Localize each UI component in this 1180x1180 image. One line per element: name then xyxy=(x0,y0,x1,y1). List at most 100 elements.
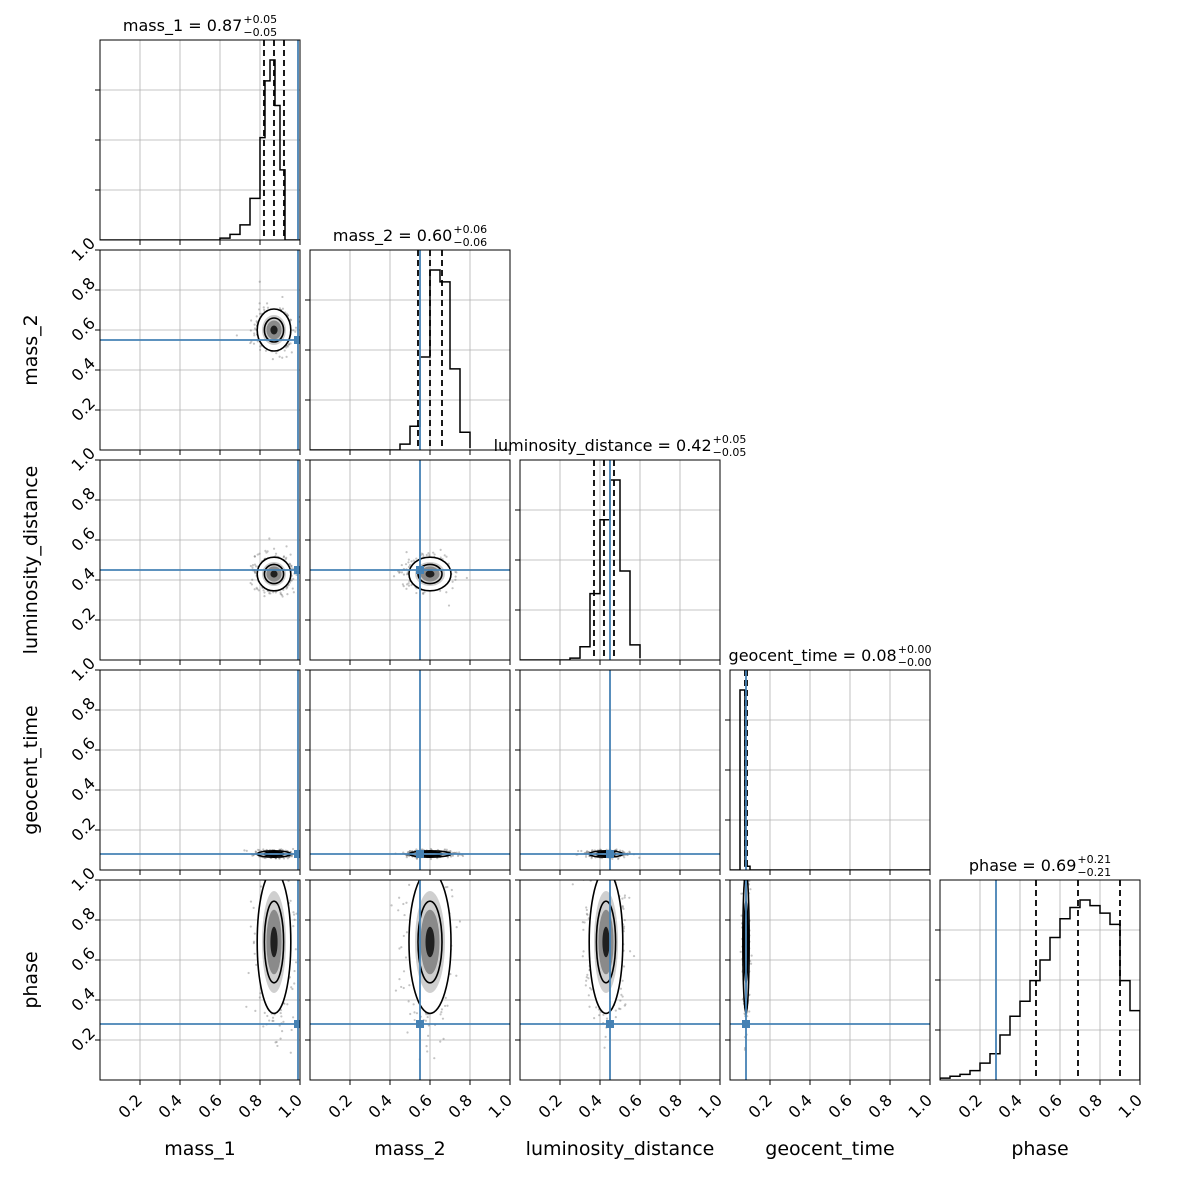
sample-point xyxy=(257,589,260,592)
contour-outer xyxy=(408,556,452,592)
sample-point xyxy=(275,352,278,355)
sample-point xyxy=(439,589,442,592)
sample-point xyxy=(256,587,259,591)
sample-point xyxy=(603,1046,606,1049)
y-tick-label: 0.2 xyxy=(68,604,99,635)
sample-point xyxy=(744,877,746,879)
sample-point xyxy=(282,588,285,591)
sample-point xyxy=(254,565,258,568)
sample-point xyxy=(581,955,584,958)
joint-panel-mass_2-vs-luminosity_distance xyxy=(305,459,511,665)
x-tick-label: 0.8 xyxy=(445,1091,476,1122)
x-tick-label: 0.4 xyxy=(785,1091,816,1122)
sample-point xyxy=(588,1005,591,1008)
sample-point xyxy=(621,849,624,853)
sample-point xyxy=(415,591,418,595)
sample-point xyxy=(410,583,413,587)
y-tick-label: 0.6 xyxy=(68,314,99,345)
sample-point xyxy=(451,854,454,857)
sample-point xyxy=(598,1014,601,1017)
sample-point xyxy=(251,564,255,567)
sample-point xyxy=(264,349,268,352)
sample-point xyxy=(614,1009,617,1012)
contour-outer xyxy=(256,308,292,352)
joint-panel-mass_2-vs-phase xyxy=(305,877,511,1085)
y-tick-label: 0.4 xyxy=(68,564,99,595)
sample-point xyxy=(431,877,433,879)
sample-point xyxy=(619,987,623,990)
sample-point xyxy=(272,591,275,594)
sample-point xyxy=(744,874,746,876)
sample-point xyxy=(252,906,255,909)
sample-point xyxy=(287,343,291,346)
title-minus: −0.06 xyxy=(453,236,487,249)
sample-point xyxy=(253,952,256,955)
title-plus: +0.21 xyxy=(1077,853,1111,866)
title-plus: +0.06 xyxy=(453,223,487,236)
sample-point xyxy=(289,342,292,345)
sample-point xyxy=(584,855,588,858)
sample-point xyxy=(424,1019,427,1022)
sample-point xyxy=(409,1012,412,1016)
title-main: phase = 0.69 xyxy=(969,856,1076,875)
sample-point xyxy=(290,579,293,582)
contour-outer xyxy=(256,556,292,592)
sample-point xyxy=(585,851,589,854)
sample-point xyxy=(746,876,748,878)
density-core xyxy=(425,570,435,578)
sample-point xyxy=(280,593,283,597)
sample-point xyxy=(629,950,632,953)
sample-point xyxy=(421,591,425,595)
y-tick-label: 1.0 xyxy=(68,654,99,685)
sample-point xyxy=(245,849,248,852)
y-tick-label: 0.8 xyxy=(68,694,99,725)
sample-point xyxy=(628,850,631,853)
sample-point xyxy=(253,555,256,558)
sample-point xyxy=(293,969,296,973)
sample-point xyxy=(620,993,623,997)
joint-panel-mass_1-vs-phase xyxy=(95,873,301,1085)
y-tick-label: 1.0 xyxy=(68,864,99,895)
y-tick-label: 0.4 xyxy=(68,774,99,805)
sample-point xyxy=(619,1007,622,1011)
sample-point xyxy=(443,554,446,557)
panel-bg xyxy=(310,670,510,870)
sample-point xyxy=(273,877,275,879)
sample-point xyxy=(254,572,257,575)
sample-point xyxy=(412,1003,415,1006)
histogram-step xyxy=(100,59,300,240)
x-tick-label: 0.6 xyxy=(195,1091,226,1122)
sample-point xyxy=(255,963,258,967)
sample-point xyxy=(614,870,616,872)
sample-point xyxy=(294,326,298,329)
sample-point xyxy=(253,570,257,574)
sample-point xyxy=(253,563,257,566)
sample-point xyxy=(426,1015,429,1019)
title-minus: −0.00 xyxy=(898,656,932,669)
sample-point xyxy=(263,873,265,875)
sample-point xyxy=(279,1011,282,1015)
sample-point xyxy=(247,971,250,975)
sample-point xyxy=(235,334,238,337)
contour-inner xyxy=(595,900,617,984)
sample-point xyxy=(276,1044,279,1048)
sample-point xyxy=(258,996,261,999)
sample-point xyxy=(283,1002,286,1005)
sample-point xyxy=(408,563,412,567)
title-plus: +0.05 xyxy=(713,433,747,446)
marginal-panel-mass_1 xyxy=(95,39,301,245)
sample-point xyxy=(293,913,296,916)
sample-point xyxy=(282,555,286,558)
sample-point xyxy=(251,578,254,581)
sample-point xyxy=(285,355,288,358)
truth-marker xyxy=(294,566,300,574)
sample-point xyxy=(408,984,411,987)
sample-point xyxy=(281,1030,284,1033)
y-axis-label-phase: phase xyxy=(20,951,42,1008)
marginal-panel-mass_2 xyxy=(305,249,511,455)
sample-point xyxy=(745,873,747,875)
truth-marker xyxy=(416,566,424,574)
sample-point xyxy=(617,873,619,875)
x-axis-label-mass_2: mass_2 xyxy=(374,1138,446,1160)
